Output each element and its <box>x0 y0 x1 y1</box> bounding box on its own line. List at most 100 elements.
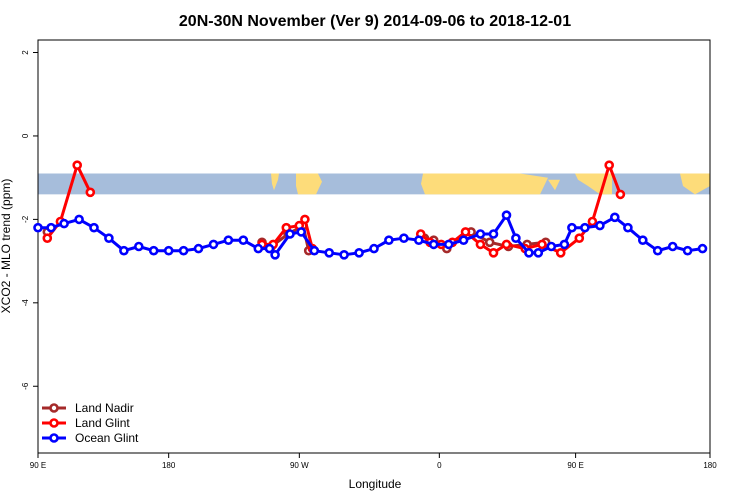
data-point-ocean-glint <box>253 243 264 254</box>
data-point-ocean-glint <box>296 227 307 237</box>
y-tick-label: -2 <box>21 215 30 223</box>
data-point-ocean-glint <box>238 235 249 245</box>
data-point-ocean-glint <box>567 222 577 233</box>
x-tick-label: 0 <box>437 461 442 470</box>
data-point-ocean-glint <box>223 235 234 245</box>
data-point-land-glint <box>300 214 310 225</box>
legend-label: Land Glint <box>75 416 130 430</box>
y-tick-label: -6 <box>21 382 30 390</box>
data-point-land-glint <box>488 248 499 258</box>
data-point-ocean-glint <box>559 239 570 250</box>
data-point-ocean-glint <box>458 235 469 245</box>
data-point-ocean-glint <box>637 235 648 245</box>
y-tick-label: 2 <box>21 50 30 55</box>
x-tick-label: 90 E <box>567 461 583 470</box>
data-point-ocean-glint <box>682 245 693 256</box>
data-point-land-glint <box>501 239 512 250</box>
data-point-ocean-glint <box>59 218 69 229</box>
data-point-ocean-glint <box>533 248 544 258</box>
land-shape <box>680 173 710 195</box>
data-point-land-glint <box>85 187 96 198</box>
data-point-land-glint <box>604 160 615 170</box>
data-point-land-nadir <box>484 237 495 248</box>
data-point-ocean-glint <box>324 248 335 258</box>
legend-swatch-marker <box>49 433 59 443</box>
data-point-ocean-glint <box>667 241 678 252</box>
data-point-land-glint <box>42 233 53 243</box>
chart-title: 20N-30N November (Ver 9) 2014-09-06 to 2… <box>179 13 571 30</box>
data-point-ocean-glint <box>652 245 663 256</box>
x-tick-label: 180 <box>162 461 176 470</box>
data-point-ocean-glint <box>501 210 512 220</box>
data-point-ocean-glint <box>443 239 454 250</box>
data-point-ocean-glint <box>369 243 379 254</box>
data-point-ocean-glint <box>524 248 534 258</box>
data-point-ocean-glint <box>178 245 189 256</box>
data-point-ocean-glint <box>354 248 364 258</box>
data-point-land-glint <box>537 239 547 250</box>
data-point-ocean-glint <box>74 214 84 225</box>
data-point-ocean-glint <box>89 222 99 233</box>
land-shape <box>271 173 279 191</box>
data-point-land-glint <box>460 227 471 237</box>
data-point-land-glint <box>475 239 486 250</box>
land-shape <box>421 173 548 195</box>
y-tick-label: -4 <box>21 299 30 307</box>
series-layer <box>33 160 708 260</box>
land-shape <box>548 179 560 191</box>
data-point-ocean-glint <box>309 245 320 256</box>
legend-swatch-marker <box>49 418 59 428</box>
data-point-ocean-glint <box>119 245 129 256</box>
data-point-ocean-glint <box>33 222 43 233</box>
data-point-land-glint <box>615 189 626 200</box>
data-point-ocean-glint <box>413 235 424 245</box>
x-axis: 90 E 180 90 W 0 90 E 180 <box>30 453 717 470</box>
y-tick-label: 0 <box>21 133 30 138</box>
data-point-land-glint <box>574 233 585 243</box>
data-point-ocean-glint <box>193 243 204 254</box>
x-axis-label: Longitude <box>349 477 402 491</box>
legend-item-land-nadir: Land Nadir <box>42 401 134 415</box>
data-point-ocean-glint <box>285 229 295 239</box>
data-point-ocean-glint <box>580 222 590 233</box>
x-tick-label: 90 W <box>290 461 309 470</box>
data-point-ocean-glint <box>339 250 349 260</box>
data-point-ocean-glint <box>623 222 633 233</box>
land-shape <box>296 173 322 195</box>
world-map-strip <box>38 173 710 195</box>
data-point-land-glint <box>555 248 566 258</box>
legend-label: Land Nadir <box>75 401 134 415</box>
data-point-ocean-glint <box>609 212 620 223</box>
series-ocean-glint <box>33 210 708 260</box>
x-tick-label: 90 E <box>30 461 46 470</box>
data-point-ocean-glint <box>595 220 605 231</box>
data-point-land-glint <box>72 160 82 170</box>
data-point-ocean-glint <box>148 245 159 256</box>
data-point-ocean-glint <box>697 243 708 254</box>
data-point-ocean-glint <box>475 229 486 239</box>
x-tick-label: 180 <box>703 461 717 470</box>
data-point-ocean-glint <box>428 239 439 250</box>
data-point-ocean-glint <box>104 233 114 243</box>
data-point-ocean-glint <box>163 245 174 256</box>
legend-item-land-glint: Land Glint <box>42 416 130 430</box>
legend-label: Ocean Glint <box>75 431 139 445</box>
data-point-ocean-glint <box>511 233 521 243</box>
data-point-ocean-glint <box>488 229 499 239</box>
y-axis-label: XCO2 - MLO trend (ppm) <box>0 179 13 314</box>
y-axis: 2 0 -2 -4 -6 <box>21 50 38 390</box>
legend-item-ocean-glint: Ocean Glint <box>42 431 139 445</box>
data-point-ocean-glint <box>546 241 557 252</box>
data-point-ocean-glint <box>264 243 275 254</box>
data-point-ocean-glint <box>134 241 144 252</box>
data-point-ocean-glint <box>384 235 394 245</box>
plot-frame <box>37 39 711 454</box>
data-point-ocean-glint <box>270 250 280 260</box>
data-point-ocean-glint <box>399 233 409 243</box>
data-point-ocean-glint <box>46 222 56 233</box>
data-point-land-glint <box>587 216 598 227</box>
data-point-ocean-glint <box>208 239 219 250</box>
legend-swatch-marker <box>49 403 59 413</box>
